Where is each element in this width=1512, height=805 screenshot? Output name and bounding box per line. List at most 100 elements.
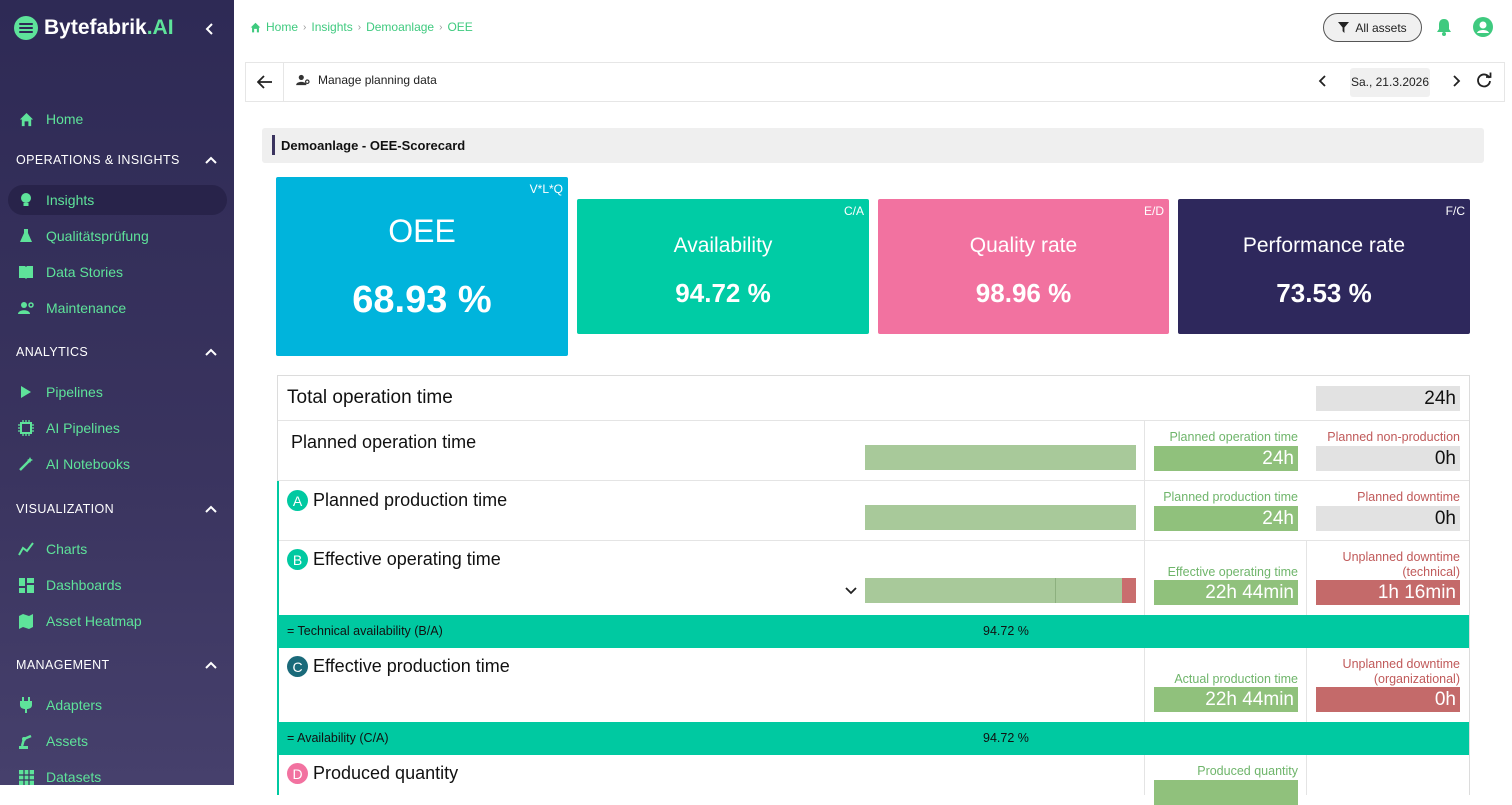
technical-availability-label: = Technical availability (B/A)	[287, 624, 443, 638]
sidebar-item-label: Pipelines	[46, 384, 103, 400]
engineer-icon	[18, 300, 34, 316]
row-label-wrap: D Produced quantity	[287, 763, 458, 784]
chevron-up-icon	[205, 661, 217, 669]
quality-value: 98.96 %	[975, 278, 1072, 308]
planned-production-caption: Planned production time	[1163, 490, 1298, 504]
produced-quantity-value	[1154, 780, 1298, 805]
quality-formula: E/D	[1143, 204, 1164, 218]
sidebar: Bytefabrik.AI Home OPERATIONS & INSIGHTS…	[0, 0, 234, 785]
previous-date-button[interactable]	[1316, 73, 1330, 94]
sidebar-item-label: Maintenance	[46, 300, 127, 316]
oee-time-table: Total operation time 24h Planned operati…	[277, 375, 1470, 805]
brand-logo[interactable]: Bytefabrik.AI	[14, 16, 174, 40]
performance-title: Performance rate	[1242, 234, 1406, 257]
performance-rate-card[interactable]: F/C Performance rate 73.53 %	[1178, 199, 1470, 334]
assets-filter-button[interactable]: All assets	[1323, 13, 1422, 42]
robot-arm-icon	[18, 733, 34, 749]
breadcrumb-separator: ›	[303, 21, 307, 33]
section-title: ANALYTICS	[16, 345, 89, 359]
chevron-up-icon	[205, 348, 217, 356]
expand-chevron-icon[interactable]	[844, 586, 858, 596]
sidebar-item-label: Datasets	[46, 769, 102, 785]
availability-ratio-row: = Availability (C/A) 94.72 %	[278, 722, 1469, 755]
chip-icon	[18, 420, 34, 436]
performance-formula: F/C	[1445, 204, 1465, 218]
section-title: OPERATIONS & INSIGHTS	[16, 153, 180, 167]
oee-title: OEE	[388, 213, 456, 249]
planned-operation-caption: Planned operation time	[1169, 430, 1298, 444]
notifications-button[interactable]	[1436, 18, 1452, 41]
sidebar-item-qualitaetspruefung[interactable]: Qualitätsprüfung	[8, 221, 227, 251]
sidebar-item-insights[interactable]: Insights	[8, 185, 227, 215]
manage-accounts-icon	[296, 74, 310, 86]
sidebar-item-home[interactable]: Home	[8, 104, 227, 134]
chevron-left-icon	[1318, 75, 1326, 87]
map-icon	[18, 613, 34, 629]
sidebar-item-pipelines[interactable]: Pipelines	[8, 377, 227, 407]
next-date-button[interactable]	[1449, 73, 1463, 94]
sidebar-item-maintenance[interactable]: Maintenance	[8, 293, 227, 323]
breadcrumb-oee[interactable]: OEE	[447, 20, 473, 34]
chevron-right-icon	[1453, 75, 1461, 87]
dashboard-icon	[18, 577, 34, 593]
manage-planning-data-button[interactable]: Manage planning data	[296, 73, 437, 87]
availability-formula: C/A	[843, 204, 864, 218]
date-picker[interactable]: Sa., 21.3.2026	[1350, 68, 1430, 97]
row-effective-operating-time: B Effective operating time Effective ope…	[278, 541, 1469, 615]
sidebar-item-label: Charts	[46, 541, 88, 557]
planned-non-production-caption: Planned non-production	[1327, 430, 1460, 444]
breadcrumb-home[interactable]: Home	[266, 20, 299, 34]
sidebar-item-data-stories[interactable]: Data Stories	[8, 257, 227, 287]
unplanned-downtime-technical-value: 1h 16min	[1316, 580, 1460, 605]
magic-wand-icon	[18, 456, 34, 472]
sidebar-item-ai-pipelines[interactable]: AI Pipelines	[8, 413, 227, 443]
sidebar-item-ai-notebooks[interactable]: AI Notebooks	[8, 449, 227, 479]
planned-operation-value: 24h	[1154, 446, 1298, 471]
technical-availability-value: 94.72 %	[983, 624, 1029, 638]
bar-segment-unplanned-downtime	[1122, 578, 1136, 603]
quality-rate-card[interactable]: E/D Quality rate 98.96 %	[878, 199, 1169, 334]
sidebar-item-adapters[interactable]: Adapters	[8, 690, 227, 720]
sidebar-item-label: Adapters	[46, 697, 103, 713]
row-produced-quantity: D Produced quantity Produced quantity	[278, 755, 1469, 805]
plug-icon	[18, 697, 34, 713]
produced-quantity-caption: Produced quantity	[1197, 764, 1298, 778]
refresh-button[interactable]	[1476, 72, 1492, 93]
back-button[interactable]	[246, 63, 284, 101]
section-header-operations[interactable]: OPERATIONS & INSIGHTS	[16, 151, 218, 169]
manage-planning-data-label: Manage planning data	[318, 73, 437, 87]
section-header-visualization[interactable]: VISUALIZATION	[16, 500, 218, 518]
effective-operating-value: 22h 44min	[1154, 580, 1298, 605]
breadcrumb-insights[interactable]: Insights	[311, 20, 353, 34]
sidebar-item-asset-heatmap[interactable]: Asset Heatmap	[8, 606, 227, 636]
page-toolbar: Manage planning data Sa., 21.3.2026	[245, 62, 1505, 102]
section-header-management[interactable]: MANAGEMENT	[16, 656, 218, 674]
hierarchy-edge-line	[277, 481, 279, 795]
availability-ratio-label: = Availability (C/A)	[287, 731, 389, 745]
scorecard-header: Demoanlage - OEE-Scorecard	[262, 128, 1484, 163]
section-header-analytics[interactable]: ANALYTICS	[16, 343, 218, 361]
oee-formula: V*L*Q	[529, 182, 563, 196]
sidebar-item-label: Asset Heatmap	[46, 613, 142, 629]
oee-card[interactable]: V*L*Q OEE 68.93 %	[276, 177, 568, 356]
breadcrumb-demoanlage[interactable]: Demoanlage	[366, 20, 435, 34]
sidebar-item-charts[interactable]: Charts	[8, 534, 227, 564]
lightbulb-icon	[18, 192, 34, 208]
section-title: MANAGEMENT	[16, 658, 110, 672]
line-chart-icon	[18, 541, 34, 557]
sidebar-item-assets[interactable]: Assets	[8, 726, 227, 756]
sidebar-item-label: Data Stories	[46, 264, 124, 280]
sidebar-item-datasets[interactable]: Datasets	[8, 762, 227, 792]
oee-value: 68.93 %	[352, 279, 492, 321]
breadcrumb: Home › Insights › Demoanlage › OEE	[250, 20, 473, 34]
sidebar-item-label: Insights	[46, 192, 95, 208]
collapse-sidebar-button[interactable]	[202, 20, 218, 40]
home-icon	[18, 111, 34, 127]
sidebar-item-dashboards[interactable]: Dashboards	[8, 570, 227, 600]
user-menu-button[interactable]	[1473, 17, 1493, 42]
availability-card[interactable]: C/A Availability 94.72 %	[577, 199, 869, 334]
row-effective-production-time: C Effective production time Actual produ…	[278, 648, 1469, 722]
row-label-wrap: C Effective production time	[287, 656, 510, 677]
badge-c: C	[287, 656, 308, 677]
sidebar-item-label: Home	[46, 111, 84, 127]
